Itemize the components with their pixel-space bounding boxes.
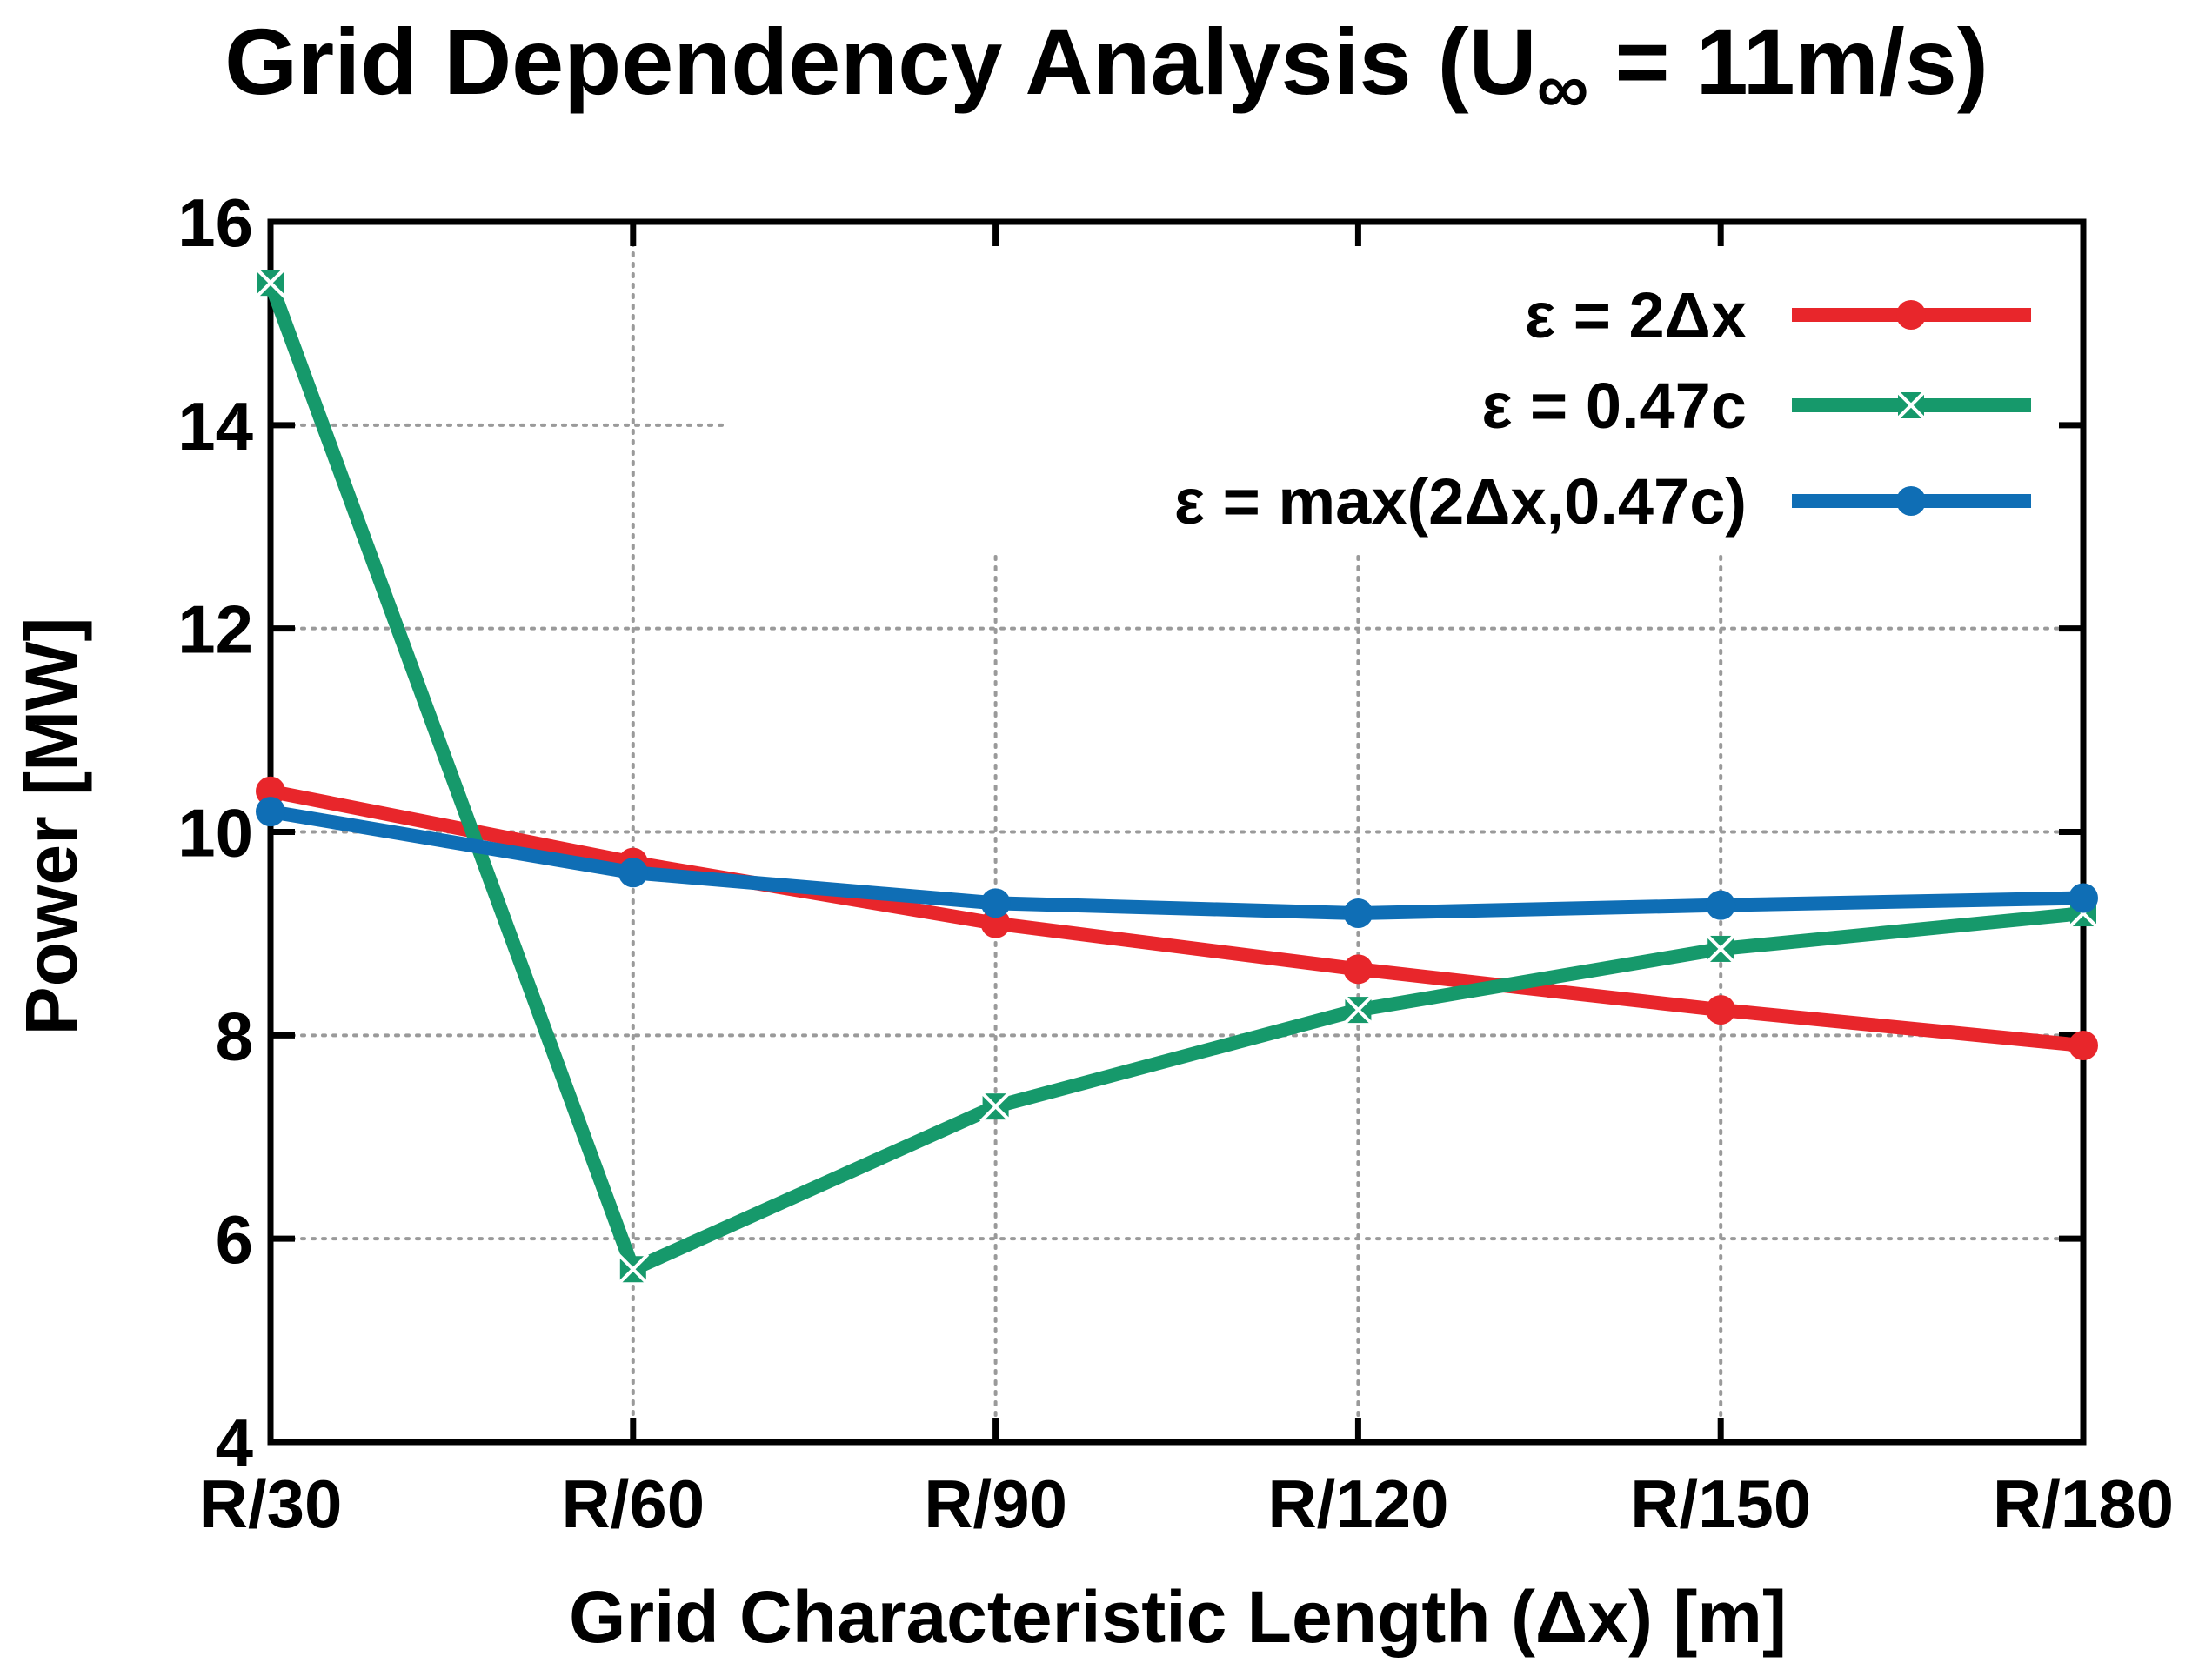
y-tick-label: 8 [216,998,253,1074]
series-2-point [254,266,287,299]
series-line-1 [264,784,2090,1053]
series-1-point [256,776,285,806]
series-1-point [1706,995,1736,1025]
series-2-point [1704,932,1737,965]
series-group [254,266,2100,1286]
legend-marker-2 [1895,389,1928,422]
series-2-point [1341,993,1374,1026]
x-axis-label: Grid Characteristic Length (Δx) [m] [569,1576,1787,1658]
series-line-2 [264,276,2090,1277]
x-tick-label: R/120 [1267,1466,1448,1542]
y-tick-label: 14 [177,388,253,464]
legend-marker-2-cross [1895,389,1928,422]
x-tick-label: R/60 [561,1466,705,1542]
series-2-point-cross [617,1252,650,1286]
y-tick-label: 4 [216,1405,253,1481]
series-2-point-cross [979,1090,1012,1123]
chart-title-subscript: ∞ [1537,47,1589,129]
series-3-point [2068,883,2098,913]
series-3-point [1706,890,1736,920]
chart-title: Grid Dependency Analysis (U∞ = 11m/s) [224,9,1988,129]
y-tick-label: 10 [177,795,253,872]
legend-label-2: ε = 0.47c [1481,370,1747,442]
chart-title-suffix: = 11m/s) [1588,9,1988,114]
series-2-point-cross [1341,993,1374,1026]
legend-label-3: ε = max(2Δx,0.47c) [1174,465,1747,538]
y-tick-label: 12 [177,591,253,668]
legend-label-1: ε = 2Δx [1525,279,1747,351]
series-2-point [979,1090,1012,1123]
series-3-point [618,858,648,888]
series-2-point-cross [254,266,287,299]
series-3-point [1343,898,1373,929]
x-tick-label: R/30 [199,1466,343,1542]
series-1-point [1343,954,1373,985]
legend: ε = 2Δx ε = 0.47c ε = max(2Δx,0.47c) [1174,279,2031,538]
legend-marker-3 [1896,486,1926,516]
series-1-point [980,908,1011,938]
y-tick-label: 6 [216,1201,253,1278]
axis-ticks: 4 6 8 10 12 14 16 R/30 R/60 R/90 R/120 R/150 R/180 [177,184,2174,1542]
x-tick-label: R/150 [1630,1466,1811,1542]
series-2-point-cross [1704,932,1737,965]
grid-lines [269,220,2085,1444]
y-tick-label: 16 [177,184,253,261]
series-3-point [980,888,1011,918]
y-axis-label: Power [MW] [10,618,92,1036]
chart-title-main: Grid Dependency Analysis (U [224,9,1536,114]
series-1-point [2068,1031,2098,1061]
x-tick-label: R/90 [924,1466,1067,1542]
x-tick-label: R/180 [1993,1466,2174,1542]
series-2-point [617,1252,650,1286]
series-3-point [256,797,285,827]
legend-marker-1 [1896,300,1926,330]
series-line-3 [264,805,2090,921]
